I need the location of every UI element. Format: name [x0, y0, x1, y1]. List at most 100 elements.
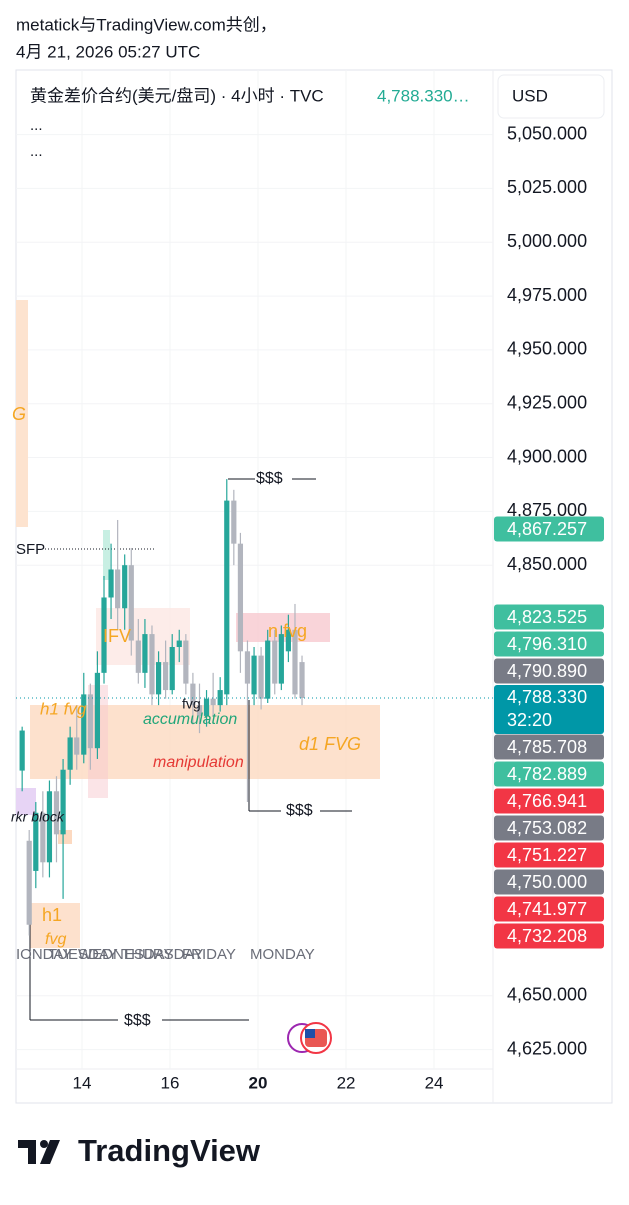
annotation: G: [12, 404, 26, 424]
candle-body: [87, 694, 93, 749]
price-tag: [494, 815, 604, 841]
y-tick-label: 4,850.000: [507, 554, 587, 574]
annotation: $$$: [286, 802, 313, 819]
legend-row: ...: [30, 143, 43, 160]
currency: USD: [512, 86, 548, 105]
price-tag-label: 4,766.941: [507, 791, 587, 811]
annotation: $$$: [124, 1012, 151, 1029]
candle-body: [176, 640, 182, 648]
candle-body: [292, 629, 298, 695]
y-tick-label: 5,025.000: [507, 177, 587, 197]
price-tag: [494, 604, 604, 630]
annotation: MONDAY: [250, 946, 315, 963]
annotation: n fvg: [268, 621, 307, 641]
candle-body: [46, 791, 53, 863]
price-tag-label: 4,753.082: [507, 818, 587, 838]
annotation: fvg: [45, 931, 66, 948]
annotation: manipulation: [153, 754, 244, 771]
price-tag: [494, 842, 604, 868]
price-tag-label: 4,796.310: [507, 634, 587, 654]
price-tag-label: 4,782.889: [507, 764, 587, 784]
y-tick-label: 4,975.000: [507, 285, 587, 305]
price-tag: [494, 516, 604, 542]
annotation: rkr block: [11, 809, 65, 825]
y-tick-label: 4,650.000: [507, 985, 587, 1005]
price-tag: [494, 761, 604, 787]
price-tag: [494, 631, 604, 657]
annotation: TUESDAY: [48, 946, 118, 963]
legend-row: ...: [30, 117, 43, 134]
candle-body: [149, 634, 155, 695]
annotation: SFP: [16, 541, 45, 558]
candle-body: [108, 569, 114, 598]
candle-body: [142, 634, 148, 673]
annotation: IFV: [103, 626, 131, 646]
candle-body: [237, 543, 244, 652]
candle-body: [183, 640, 189, 684]
price-tag: [494, 896, 604, 922]
candle-body: [196, 705, 203, 716]
annotation: h1 fvg: [40, 699, 87, 718]
candle-body: [285, 629, 291, 652]
y-tick-label: 5,000.000: [507, 231, 587, 251]
candle-body: [265, 640, 271, 699]
y-tick-label: 4,875.000: [507, 500, 587, 520]
candle-body: [155, 662, 162, 695]
price-tag-label: 4,867.257: [507, 519, 587, 539]
candle-body: [203, 698, 210, 716]
candle-body: [33, 812, 39, 871]
x-tick-label: 20: [249, 1073, 268, 1092]
x-tick-label: 22: [337, 1073, 356, 1092]
price-tag-label: 4,823.525: [507, 607, 587, 627]
candles: [19, 479, 305, 936]
candle-body: [231, 500, 237, 544]
y-tick-label: 4,925.000: [507, 392, 587, 412]
candle-body: [163, 662, 169, 691]
price-tag: [494, 734, 604, 760]
annotation: fvg: [182, 696, 201, 712]
candle-body: [115, 569, 121, 609]
price-tag: [494, 788, 604, 814]
countdown: 32:20: [507, 710, 552, 730]
y-tick-label: 4,950.000: [507, 339, 587, 359]
candle-body: [272, 640, 278, 684]
price-tag: [494, 869, 604, 895]
candle-body: [210, 698, 216, 706]
candle-body: [299, 662, 305, 698]
flag-icon: [305, 1029, 315, 1038]
header-line: metatick与TradingView.com共创，: [16, 15, 277, 34]
zone: [103, 530, 110, 580]
candle-body: [101, 597, 107, 673]
candle-body: [190, 683, 196, 706]
candle-body: [81, 694, 87, 755]
candle-body: [53, 791, 60, 835]
annotation: d1 FVG: [299, 734, 361, 754]
candle-body: [128, 565, 134, 641]
candle-body: [224, 500, 230, 695]
candle-body: [169, 647, 175, 691]
header-date: 4月 21, 2026 05:27 UTC: [16, 42, 200, 61]
candle-body: [244, 651, 251, 684]
candle-body: [278, 634, 284, 684]
candle-body: [40, 812, 46, 863]
block-zone: [16, 788, 36, 815]
price-tag-label: 4,785.708: [507, 737, 587, 757]
zone: [16, 300, 28, 527]
candle-body: [74, 737, 80, 755]
last-price-tag: [494, 685, 604, 734]
legend-value: 4,788.330…: [377, 86, 470, 105]
annotation: accumulation: [143, 711, 237, 728]
chart-title: 黄金差价合约(美元/盘司) · 4小时 · TVC: [30, 86, 324, 105]
annotation: THURSDAY: [122, 946, 203, 963]
candle-body: [122, 565, 128, 609]
x-tick-label: 16: [161, 1073, 180, 1092]
y-tick-label: 5,050.000: [507, 123, 587, 143]
price-tag-label: 4,750.000: [507, 872, 587, 892]
x-tick-label: 24: [425, 1073, 444, 1092]
price-tag-label: 4,790.890: [507, 661, 587, 681]
grid: [16, 70, 493, 1069]
annotation: WEDNESDAY: [78, 946, 174, 963]
currency-box[interactable]: [497, 74, 605, 119]
